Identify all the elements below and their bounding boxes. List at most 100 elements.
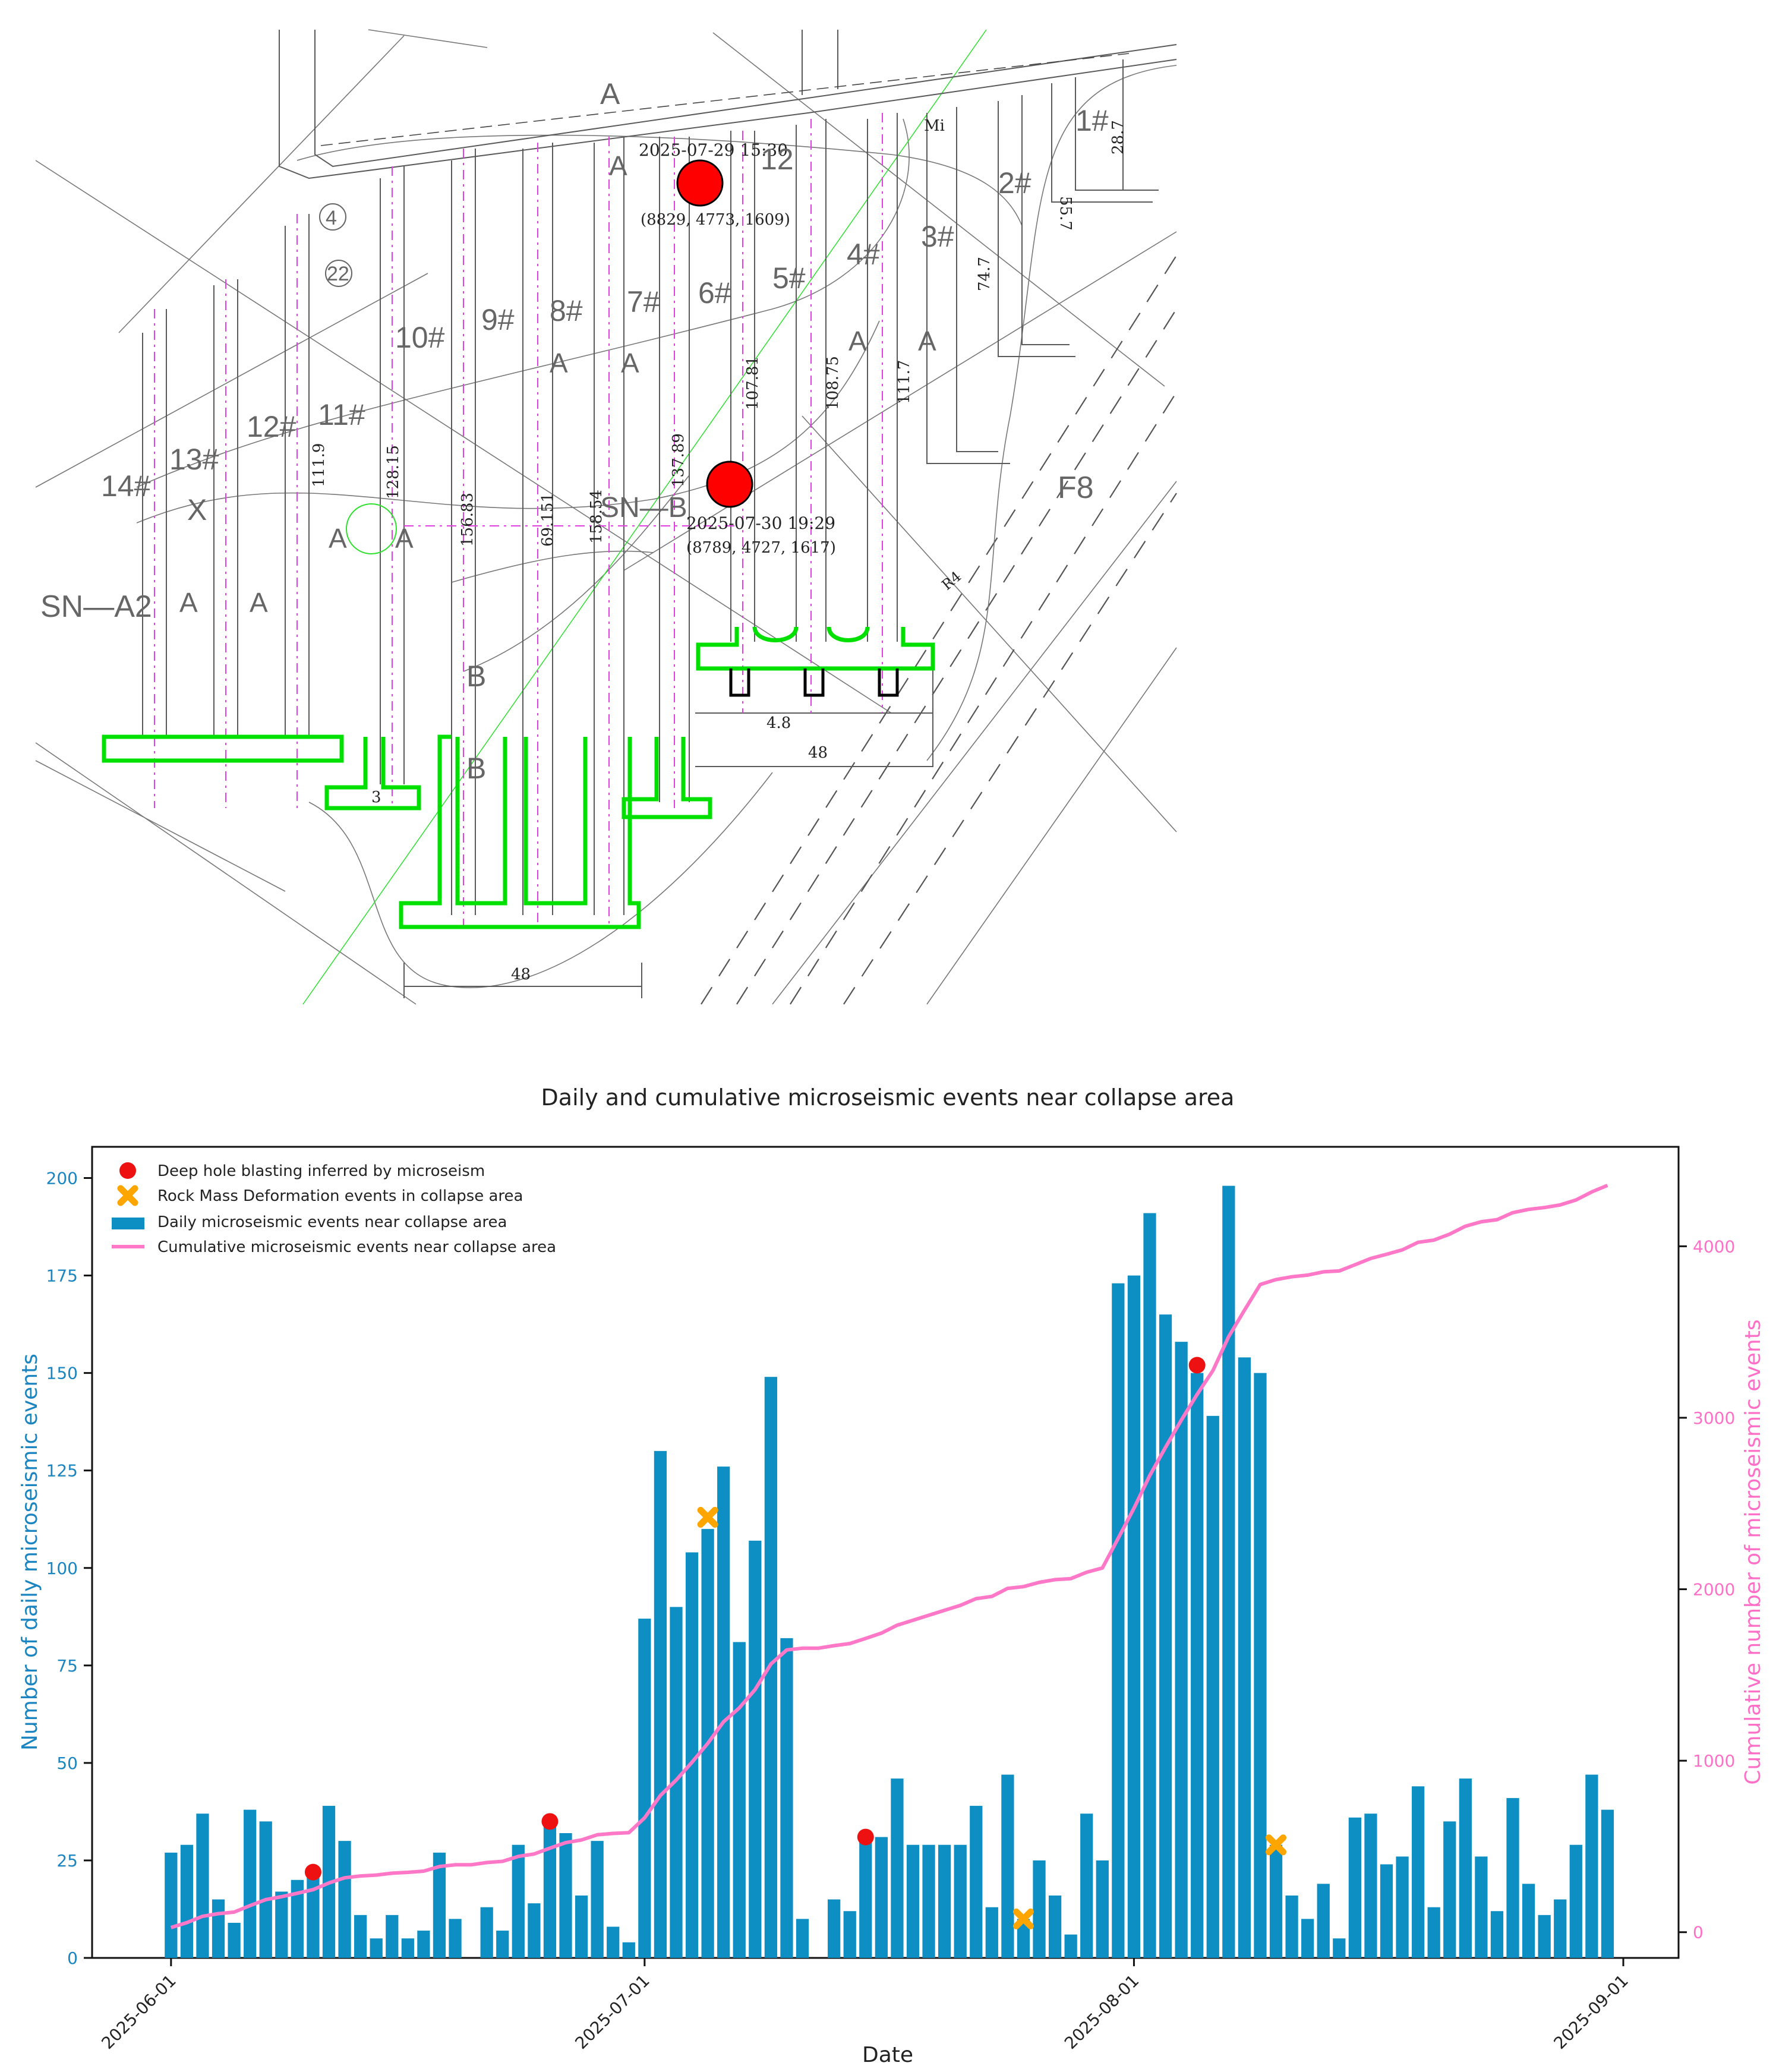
background-linework xyxy=(35,29,1177,1005)
daily-bar xyxy=(1285,1896,1298,1958)
daily-bar xyxy=(180,1844,194,1958)
daily-bar xyxy=(575,1896,588,1958)
svg-text:3#: 3# xyxy=(921,220,954,253)
legend-line-label: Cumulative microseismic events near coll… xyxy=(157,1238,556,1256)
daily-bar xyxy=(386,1915,399,1958)
daily-bar xyxy=(165,1852,178,1958)
collapse-outlines[interactable] xyxy=(102,503,935,929)
label-mi: Mi xyxy=(924,117,945,135)
daily-bar xyxy=(528,1903,541,1958)
daily-bar xyxy=(1033,1860,1046,1958)
daily-bar xyxy=(338,1841,351,1958)
legend-blast-marker xyxy=(119,1162,136,1179)
left-tick-label: 175 xyxy=(46,1266,78,1286)
daily-bar xyxy=(1064,1934,1077,1958)
daily-bar xyxy=(891,1778,904,1958)
svg-text:A: A xyxy=(550,348,568,379)
daily-bar xyxy=(1443,1821,1456,1958)
daily-bar xyxy=(196,1814,209,1958)
svg-text:7#: 7# xyxy=(627,285,660,318)
daily-bar xyxy=(259,1821,272,1958)
left-axis-label: Number of daily microseismic events xyxy=(18,1354,42,1751)
svg-text:A: A xyxy=(395,523,414,554)
daily-bar xyxy=(1585,1774,1598,1958)
daily-bar xyxy=(922,1844,935,1958)
blast-marker xyxy=(541,1813,559,1830)
daily-bar xyxy=(1254,1373,1267,1958)
daily-bar xyxy=(275,1891,288,1958)
daily-bar xyxy=(1412,1786,1425,1958)
legend-deform-marker xyxy=(117,1185,138,1206)
daily-bar xyxy=(1317,1884,1330,1958)
svg-text:A: A xyxy=(609,150,627,181)
daily-bar xyxy=(859,1841,872,1958)
label-b1: B xyxy=(466,660,486,693)
x-tick-label: 2025-06-01 xyxy=(97,1971,179,2053)
daily-bar xyxy=(1333,1938,1346,1958)
legend-bar-swatch xyxy=(112,1218,144,1229)
svg-text:10#: 10# xyxy=(395,321,445,354)
left-tick-label: 25 xyxy=(56,1851,78,1871)
blast-marker xyxy=(304,1863,321,1881)
svg-text:158.54: 158.54 xyxy=(588,490,605,544)
daily-bar xyxy=(1601,1809,1614,1958)
svg-text:156.83: 156.83 xyxy=(459,493,477,547)
daily-bar xyxy=(1348,1817,1361,1958)
daily-bar xyxy=(733,1642,746,1958)
right-tick-label: 1000 xyxy=(1693,1751,1735,1771)
svg-text:4.8: 4.8 xyxy=(766,714,791,732)
svg-text:111.9: 111.9 xyxy=(310,443,328,487)
svg-text:5#: 5# xyxy=(772,261,806,295)
legend: Deep hole blasting inferred by microseis… xyxy=(112,1162,556,1256)
daily-bar xyxy=(970,1806,983,1958)
daily-bar xyxy=(685,1552,699,1958)
label-sn-a2: SN—A2 xyxy=(40,589,152,624)
svg-text:108.75: 108.75 xyxy=(824,356,842,410)
daily-bar xyxy=(543,1825,557,1958)
left-tick-label: 200 xyxy=(46,1169,78,1188)
daily-bar xyxy=(1301,1919,1314,1958)
event-time-label: 2025-07-29 15:30 xyxy=(639,140,788,160)
legend-deform-label: Rock Mass Deformation events in collapse… xyxy=(157,1187,523,1205)
event-dot[interactable] xyxy=(676,159,724,207)
daily-bar xyxy=(638,1619,651,1958)
top-road xyxy=(279,30,1177,179)
svg-text:A: A xyxy=(250,587,268,618)
svg-text:A: A xyxy=(918,326,936,357)
right-tick-label: 3000 xyxy=(1693,1408,1735,1428)
daily-bar xyxy=(1538,1915,1551,1958)
daily-bar xyxy=(1222,1185,1235,1958)
left-tick-label: 50 xyxy=(56,1754,78,1773)
mine-plan-map: 2025-07-29 15:30 (8829, 4773, 1609) 2025… xyxy=(35,29,1177,1005)
daily-bar xyxy=(938,1844,951,1958)
blast-marker xyxy=(1188,1357,1206,1374)
svg-text:2#: 2# xyxy=(998,166,1031,200)
daily-bar xyxy=(496,1931,509,1958)
daily-bar xyxy=(622,1942,635,1958)
event-dot[interactable] xyxy=(706,461,753,508)
svg-text:13#: 13# xyxy=(169,443,219,476)
svg-text:28.7: 28.7 xyxy=(1109,120,1127,154)
deformation-marker xyxy=(697,1506,718,1528)
daily-bar xyxy=(1380,1864,1393,1958)
microseismic-chart: Daily and cumulative microseismic events… xyxy=(18,1084,1765,2067)
daily-bar xyxy=(1269,1844,1283,1958)
daily-bar xyxy=(1175,1342,1188,1958)
daily-bar xyxy=(370,1938,383,1958)
left-tick-label: 0 xyxy=(67,1948,78,1968)
svg-text:69.151: 69.151 xyxy=(539,493,557,547)
svg-text:A: A xyxy=(621,348,639,379)
daily-bar xyxy=(1238,1357,1251,1958)
blast-marker xyxy=(857,1828,874,1846)
left-tick-label: 75 xyxy=(56,1656,78,1676)
daily-bar xyxy=(906,1844,920,1958)
event-marker-1[interactable]: 2025-07-29 15:30 (8829, 4773, 1609) xyxy=(639,140,790,229)
daily-bar xyxy=(1475,1856,1488,1958)
daily-bar xyxy=(1096,1860,1109,1958)
svg-text:22: 22 xyxy=(327,263,349,285)
x-tick-label: 2025-09-01 xyxy=(1550,1971,1632,2053)
event-marker-2[interactable]: 2025-07-30 19:29 (8789, 4727, 1617) xyxy=(686,461,836,557)
daily-bar xyxy=(401,1938,414,1958)
daily-bar xyxy=(1048,1896,1062,1958)
daily-bar xyxy=(212,1899,225,1958)
